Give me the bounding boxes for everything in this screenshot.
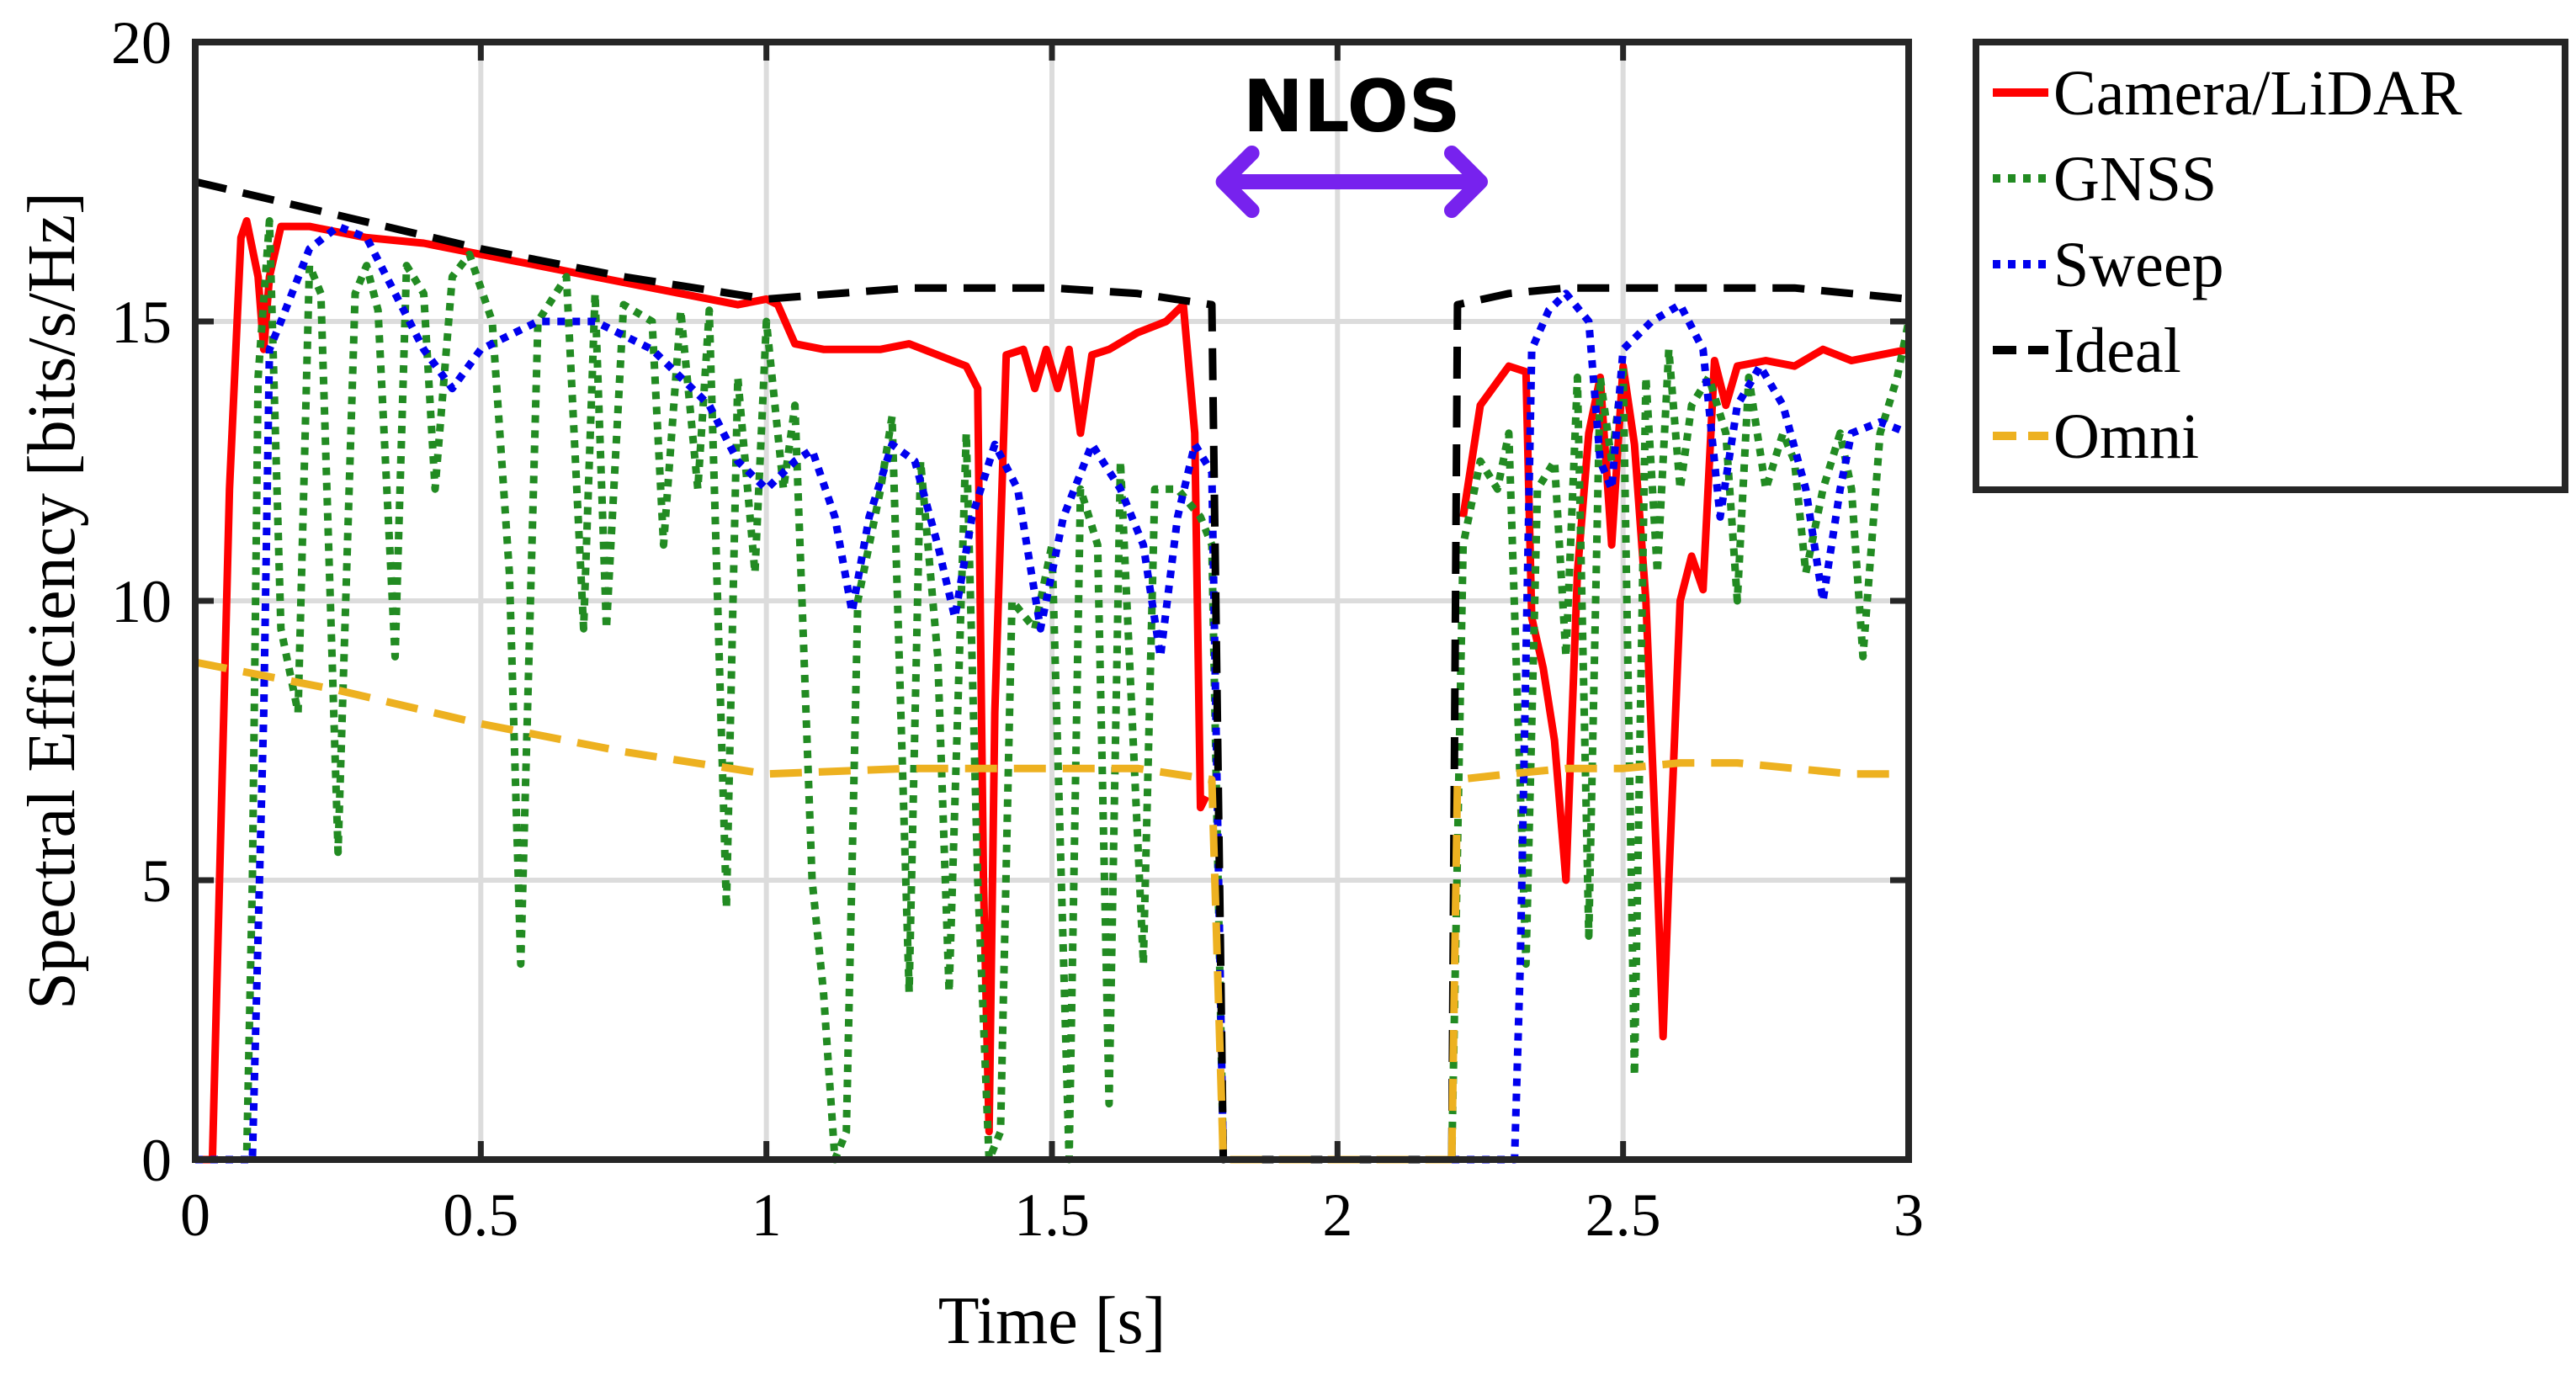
x-tick-label: 3 <box>1893 1181 1924 1249</box>
series-line-gnss <box>195 217 1228 1164</box>
x-tick-label: 1.5 <box>1014 1181 1090 1249</box>
y-tick-label: 0 <box>141 1127 172 1194</box>
x-tick-labels: 0 0.5 1 1.5 2 2.5 3 <box>180 1181 1924 1249</box>
nlos-annotation: NLOS <box>1215 65 1488 218</box>
legend: Camera/LiDAR GNSS Sweep Ideal Omni <box>1973 39 2568 493</box>
series-line-gnss <box>1447 321 1913 1160</box>
legend-label-gnss: GNSS <box>2053 144 2217 215</box>
series-line-ideal <box>194 178 1453 1164</box>
y-axis-label: Spectral Efficiency [bits/s/Hz] <box>15 192 89 1010</box>
axis-ticks <box>192 39 1912 1163</box>
series-line-sweep <box>195 222 1228 1164</box>
y-tick-label: 15 <box>111 289 172 356</box>
y-tick-label: 10 <box>111 568 172 635</box>
y-tick-labels: 0 5 10 15 20 <box>111 9 172 1194</box>
series-line-sweep <box>1452 289 1910 1164</box>
nlos-label: NLOS <box>1243 65 1461 149</box>
nlos-double-arrow <box>1215 146 1488 218</box>
x-axis-label: Time [s] <box>938 1284 1166 1358</box>
plot-lines <box>194 178 1913 1164</box>
x-tick-label: 0.5 <box>443 1181 518 1249</box>
legend-label-sweep: Sweep <box>2053 230 2224 300</box>
y-tick-label: 5 <box>141 847 172 915</box>
legend-label-camera-lidar: Camera/LiDAR <box>2053 58 2462 129</box>
series-line-omni <box>194 658 1453 1164</box>
series-line-camera-lidar <box>1459 345 1909 1041</box>
legend-box <box>1973 39 2568 493</box>
y-tick-label: 20 <box>111 9 172 77</box>
x-tick-label: 1 <box>752 1181 782 1249</box>
x-tick-label: 2 <box>1322 1181 1352 1249</box>
x-tick-label: 2.5 <box>1585 1181 1661 1249</box>
series-line-omni <box>1447 759 1909 1160</box>
legend-label-omni: Omni <box>2053 401 2199 472</box>
legend-label-ideal: Ideal <box>2053 316 2181 386</box>
series-line-camera-lidar <box>195 217 1210 1164</box>
x-tick-label: 0 <box>180 1181 210 1249</box>
series-line-ideal <box>1447 284 1909 1160</box>
